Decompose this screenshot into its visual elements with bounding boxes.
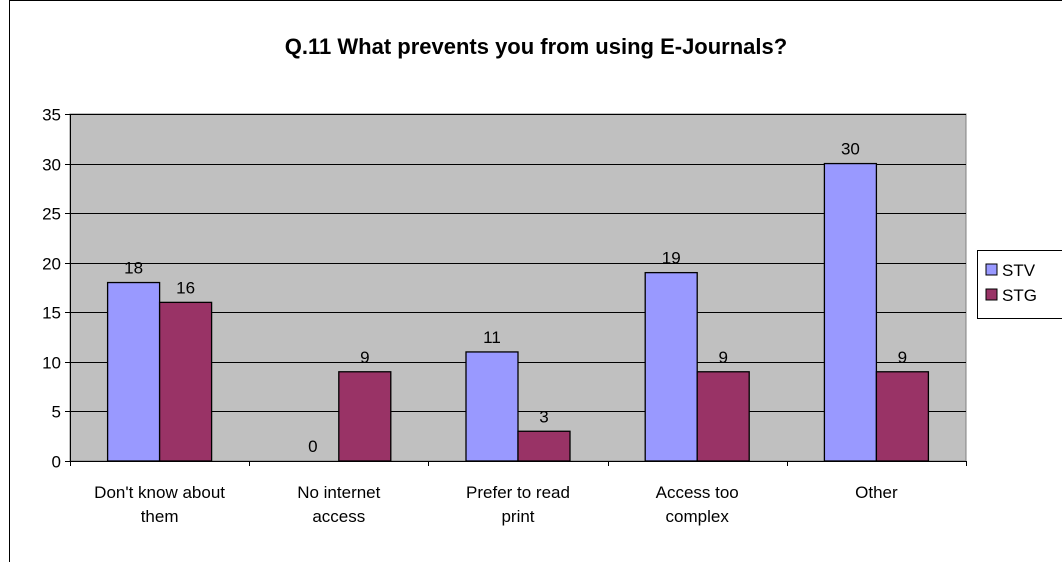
y-tick-label: 10 bbox=[42, 354, 61, 373]
y-tick-label: 0 bbox=[52, 453, 61, 472]
data-label-stv: 30 bbox=[841, 140, 860, 159]
category-label: Don't know about bbox=[94, 483, 225, 502]
y-tick-label: 20 bbox=[42, 255, 61, 274]
bar-stv bbox=[644, 271, 698, 462]
y-tick-label: 25 bbox=[42, 205, 61, 224]
bar-stg bbox=[338, 371, 392, 462]
bar-stg bbox=[158, 301, 213, 462]
data-label-stv: 18 bbox=[124, 259, 143, 278]
legend-swatch-stg bbox=[985, 288, 998, 301]
data-label-stv: 0 bbox=[308, 437, 317, 456]
category-label: Prefer to read bbox=[466, 483, 570, 502]
legend: STV STG bbox=[977, 250, 1062, 319]
legend-label-stg: STG bbox=[1002, 286, 1037, 305]
y-tick-label: 5 bbox=[52, 403, 61, 422]
legend-box bbox=[977, 250, 1062, 319]
data-label-stv: 11 bbox=[483, 328, 501, 347]
data-label-stg: 9 bbox=[898, 348, 907, 367]
category-label: access bbox=[312, 507, 365, 526]
bar-stv bbox=[823, 162, 878, 462]
category-label: Other bbox=[855, 483, 898, 502]
data-label-stg: 16 bbox=[176, 278, 195, 297]
y-tick-label: 30 bbox=[42, 156, 61, 175]
data-label-stg: 9 bbox=[718, 348, 727, 367]
legend-label-stv: STV bbox=[1002, 261, 1036, 280]
chart-title: Q.11 What prevents you from using E-Jour… bbox=[285, 34, 787, 59]
legend-swatch-stv bbox=[985, 263, 998, 276]
y-tick-label: 15 bbox=[42, 304, 61, 323]
bar-stg bbox=[875, 371, 930, 462]
category-label: No internet bbox=[297, 483, 380, 502]
data-label-stg: 9 bbox=[360, 348, 369, 367]
data-label-stg: 3 bbox=[539, 407, 548, 426]
bar-stv bbox=[106, 281, 161, 462]
bar-stv bbox=[465, 351, 519, 462]
data-label-stv: 19 bbox=[662, 249, 681, 268]
y-tick-label: 35 bbox=[42, 106, 61, 125]
category-label: them bbox=[141, 507, 179, 526]
bar-stg bbox=[517, 430, 571, 462]
category-label: complex bbox=[666, 507, 730, 526]
category-label: print bbox=[501, 507, 534, 526]
category-label: Access too bbox=[656, 483, 739, 502]
plot-area: 0 5 10 15 20 25 30 35 18 16 Don't know about them 0 9… bbox=[42, 106, 967, 526]
bar-stg bbox=[696, 371, 750, 462]
